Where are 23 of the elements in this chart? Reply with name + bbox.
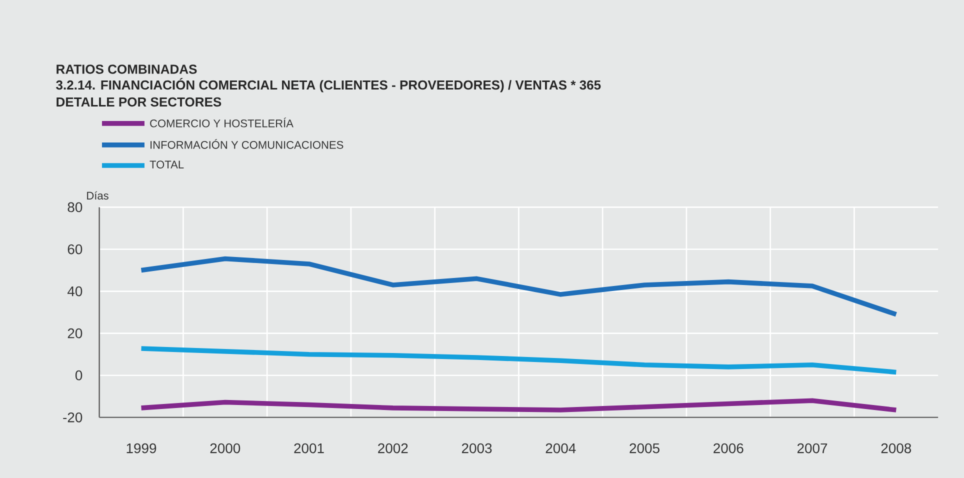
y-tick-label: 20 — [68, 328, 82, 338]
x-tick-label: 2005 — [630, 443, 660, 454]
line-series — [138, 256, 899, 317]
x-tick-label: 2002 — [378, 443, 408, 454]
y-tick-label: -20 — [63, 412, 82, 422]
y-tick-label: 40 — [67, 286, 82, 296]
chart-subtitle: 3.2.14. FINANCIACIÓN COMERCIAL NETA (CLIENTES - PROVEEDORES) / VENTAS * 365 DETALLE POR SECTORES — [56, 78, 601, 106]
x-tick-label: 2003 — [462, 443, 492, 454]
x-tick-label: 2007 — [797, 443, 828, 454]
x-tick-label: 2001 — [294, 443, 324, 454]
x-tick-label: 2000 — [210, 443, 240, 454]
x-tick-label: 1999 — [126, 443, 156, 454]
legend-label: TOTAL — [150, 160, 184, 168]
y-axis-title: Días — [87, 191, 108, 200]
x-tick-label: 2004 — [546, 443, 576, 454]
legend-label: COMERCIO Y HOSTELERÍA — [150, 118, 294, 128]
y-tick-label: 80 — [68, 202, 82, 212]
legend-label: INFORMACIÓN Y COMUNICACIONES — [150, 139, 344, 149]
x-tick-label: 2006 — [714, 443, 744, 454]
y-tick-label: 60 — [68, 244, 82, 254]
chart-title: RATIOS COMBINADAS — [56, 64, 197, 74]
x-tick-label: 2008 — [881, 443, 912, 454]
y-tick-label: 0 — [75, 370, 82, 380]
